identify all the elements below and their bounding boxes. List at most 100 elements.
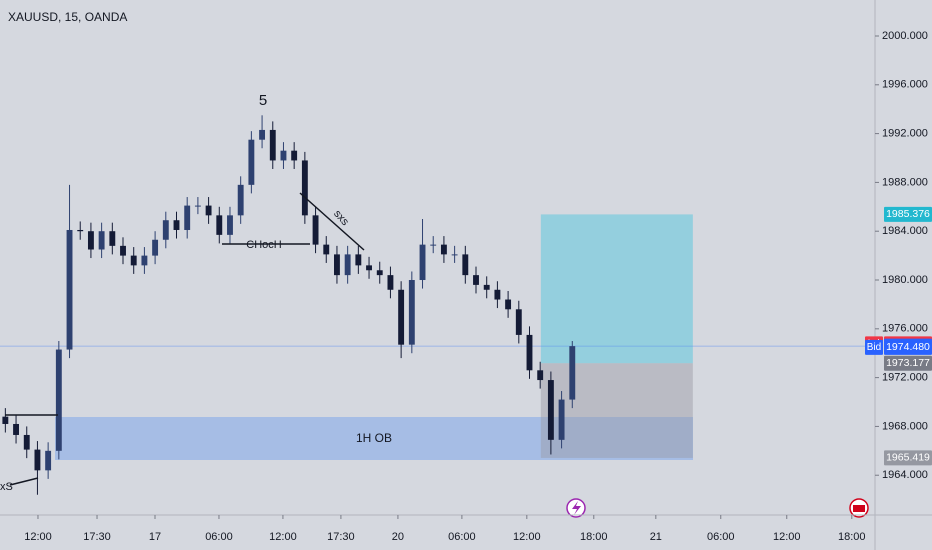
candle-body	[547, 380, 554, 440]
y-tick-label: 1972.000	[882, 372, 928, 384]
candle-body	[505, 299, 512, 310]
candle-body	[526, 334, 533, 371]
x-tick-label: 17:30	[327, 531, 355, 543]
wave-label: 5	[259, 92, 267, 109]
pattern-label: sxs	[331, 208, 351, 229]
candle-body	[13, 423, 19, 435]
price-tag	[884, 355, 932, 371]
y-tick-label: 2000.000	[882, 30, 928, 42]
candle-body	[162, 220, 169, 240]
structure-line	[9, 477, 39, 486]
candle-body	[569, 346, 576, 400]
x-tick-label: 12:00	[269, 531, 297, 543]
candle-body	[408, 280, 415, 345]
x-tick-label: 12:00	[24, 531, 52, 543]
candle-body	[237, 184, 244, 216]
y-tick-label: 1992.000	[882, 128, 928, 140]
candle-body	[259, 129, 266, 140]
price-tag-name: Bid	[867, 342, 881, 353]
candle-body	[205, 205, 212, 216]
y-tick-label: 1984.000	[882, 225, 928, 237]
candle-body	[291, 150, 298, 161]
flag-icon	[853, 505, 865, 512]
candle-body	[558, 399, 565, 440]
candle-body	[120, 245, 126, 256]
x-tick-label: 06:00	[448, 531, 476, 543]
candle-body	[430, 244, 437, 246]
candle-body	[45, 450, 52, 471]
candle-body	[515, 309, 522, 335]
x-tick-label: 12:00	[773, 531, 801, 543]
x-tick-label: 17:30	[83, 531, 111, 543]
candle-body	[473, 275, 479, 285]
candle-body	[248, 139, 255, 185]
candle-body	[98, 231, 105, 250]
price-tag-label: 1974.480	[886, 341, 930, 353]
candle-body	[130, 255, 137, 266]
price-tag-label: 1973.177	[886, 357, 930, 369]
candle-body	[344, 254, 351, 276]
price-tag	[884, 339, 932, 355]
candle-body	[494, 289, 501, 300]
target-zone	[540, 214, 693, 364]
candle-body	[537, 370, 544, 381]
x-tick-label: 17	[149, 531, 161, 543]
candle-body	[66, 229, 73, 350]
candle-body	[216, 215, 223, 235]
x-tick-label: 06:00	[707, 531, 735, 543]
candle-body	[23, 434, 30, 450]
stop-zone	[540, 363, 693, 458]
pattern-label: xS	[0, 481, 13, 493]
candle-body	[2, 416, 9, 424]
candle-body	[280, 150, 287, 161]
y-tick-label: 1988.000	[882, 176, 928, 188]
candle-body	[419, 244, 426, 281]
price-tag-name-box	[865, 339, 883, 355]
zone-label: 1H OB	[356, 431, 392, 445]
trend-line	[299, 192, 365, 251]
y-tick-label: 1996.000	[882, 79, 928, 91]
candle-body	[227, 215, 233, 235]
chart-title: XAUUSD, 15, OANDA	[8, 10, 127, 24]
candle-body	[440, 244, 447, 255]
y-tick-label: 1968.000	[882, 420, 928, 432]
candle-body	[301, 160, 308, 216]
x-tick-label: 06:00	[205, 531, 233, 543]
y-tick-label: 1964.000	[882, 469, 928, 481]
candle-body	[334, 254, 340, 276]
x-tick-label: 21	[650, 531, 662, 543]
order-block-zone	[55, 417, 693, 460]
candle-body	[173, 220, 180, 230]
candle-body	[355, 254, 362, 266]
candle-body	[184, 205, 191, 230]
candle-body	[312, 215, 319, 245]
x-tick-label: 20	[392, 531, 404, 543]
candle-body	[483, 284, 490, 290]
candle-body	[387, 275, 394, 290]
lightning-icon	[572, 501, 581, 515]
choch-label: CHocH	[246, 239, 282, 251]
candle-body	[323, 244, 330, 255]
candle-body	[55, 349, 62, 451]
y-tick-label: 1976.000	[882, 323, 928, 335]
x-tick-label: 12:00	[513, 531, 541, 543]
x-tick-label: 18:00	[580, 531, 608, 543]
candle-body	[87, 231, 94, 250]
candle-body	[194, 205, 201, 207]
candle-body	[152, 239, 159, 256]
candle-body	[34, 449, 41, 471]
candle-body	[398, 289, 405, 345]
candle-body	[366, 265, 372, 271]
candle-body	[109, 231, 116, 246]
price-tag-label: 1965.419	[886, 452, 930, 464]
candle-body	[376, 270, 383, 276]
candle-body	[269, 129, 276, 161]
y-tick-label: 1980.000	[882, 274, 928, 286]
price-tag	[884, 206, 932, 222]
candle-body	[77, 229, 84, 232]
candle-body	[462, 254, 469, 276]
candle-body	[451, 254, 458, 256]
price-tag-label: 1985.376	[886, 208, 930, 220]
price-tag	[884, 450, 932, 466]
